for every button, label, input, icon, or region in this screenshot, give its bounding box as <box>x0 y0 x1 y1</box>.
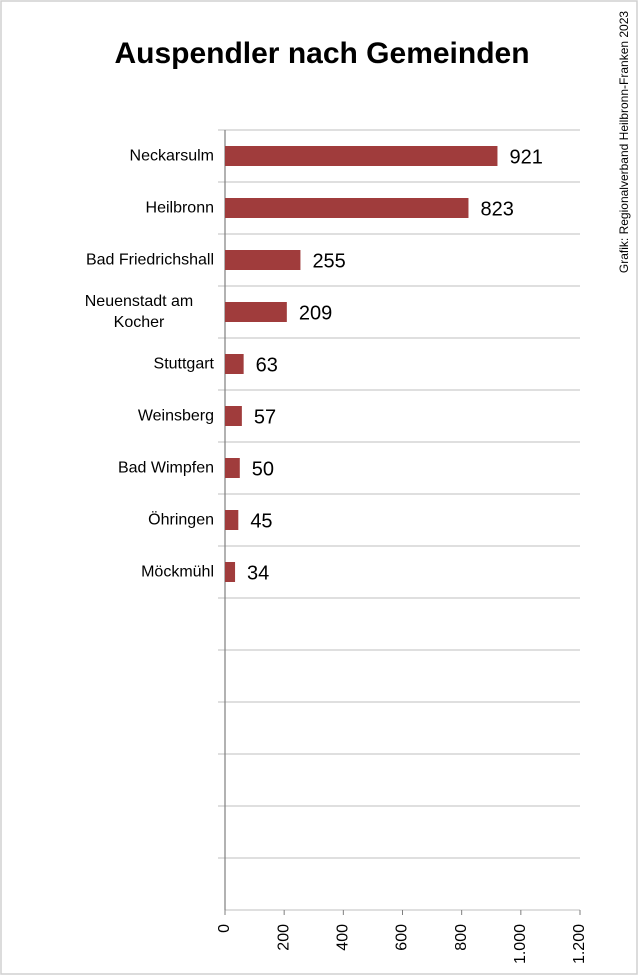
y-tick-label: Heilbronn <box>145 199 214 217</box>
chart-title: Auspendler nach Gemeinden <box>114 37 529 70</box>
data-label: 921 <box>509 146 542 168</box>
x-tick-label: 600 <box>394 924 411 951</box>
x-tick-label: 1.200 <box>571 924 588 964</box>
bar <box>225 250 301 270</box>
y-tick-label: Weinsberg <box>137 407 214 425</box>
data-label: 823 <box>480 198 513 220</box>
data-label: 209 <box>299 302 332 324</box>
bar <box>225 354 244 374</box>
y-tick-label: Bad Wimpfen <box>117 459 214 477</box>
bar <box>225 562 236 582</box>
bar <box>225 510 239 530</box>
y-tick-label: Möckmühl <box>141 563 214 581</box>
y-tick-label: Neuenstadt am Kocher <box>84 293 194 331</box>
x-tick-label: 800 <box>453 924 470 951</box>
data-label: 255 <box>312 250 345 272</box>
y-tick-label: Stuttgart <box>153 355 214 373</box>
x-tick-label: 400 <box>335 924 352 951</box>
bar <box>225 302 287 322</box>
data-label: 50 <box>252 458 274 480</box>
x-tick-label: 1.000 <box>512 924 529 964</box>
y-tick-label: Bad Friedrichshall <box>85 251 214 269</box>
x-tick-label: 0 <box>216 924 233 933</box>
source: Grafik: Regionalverband Heilbronn-Franke… <box>617 11 631 273</box>
data-label: 34 <box>247 562 269 584</box>
bar <box>225 406 242 426</box>
y-tick-label: Neckarsulm <box>129 147 214 165</box>
bar <box>225 198 469 218</box>
bar <box>225 458 240 478</box>
bar <box>225 146 498 166</box>
data-label: 45 <box>250 510 272 532</box>
y-tick-label: Öhringen <box>148 511 214 529</box>
data-label: 63 <box>256 354 278 376</box>
x-tick-label: 200 <box>275 924 292 951</box>
data-label: 57 <box>254 406 276 428</box>
